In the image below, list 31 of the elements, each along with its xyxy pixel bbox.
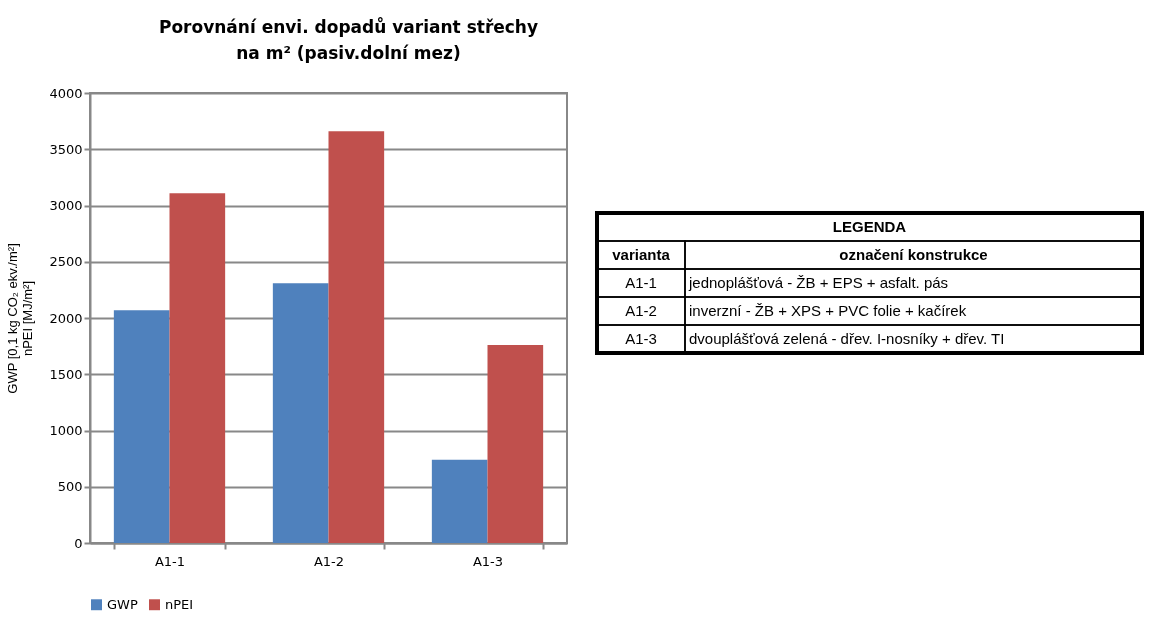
y-tick-label: 500 [57,479,83,495]
legend-label: GWP [107,596,138,612]
y-tick-label: 3500 [49,141,83,157]
y-tick-label: 1000 [49,423,83,438]
text: označení konstrukce [839,246,988,263]
text: jednoplášťová - ŽB + EPS + asfalt. pás [688,274,949,291]
bar [169,193,226,543]
text: varianta [612,246,671,263]
text: A1-1 [625,274,657,291]
bar [272,283,329,543]
x-tick-label: A1-1 [154,553,186,569]
text: A1-3 [625,330,657,347]
bar [487,345,544,543]
bar [328,131,385,543]
bar [113,310,170,543]
text: dvouplášťová zelená - dřev. I-nosníky + dřev. TI [689,330,1005,347]
y-tick-label: 4000 [49,85,83,101]
x-tick-label: A1-3 [472,553,504,569]
y-axis-title: GWP [0,1 kg CO₂ ekv./m²] nPEI [MJ/m²] [5,243,36,394]
y-tick-label: 0 [74,535,83,551]
bar [431,459,488,543]
text: inverzní - ŽB + XPS + PVC folie + kačírek [689,302,967,319]
text: LEGENDA [832,218,907,235]
y-tick-label: 3000 [49,198,83,213]
y-tick-label: 2000 [49,310,83,326]
legend-label: nPEI [165,596,194,612]
y-tick-label: 1500 [49,366,83,382]
chart-title: Porovnání envi. dopadů variant střechy na m² (pasiv.dolní mez) [158,16,539,63]
x-tick-label: A1-2 [313,553,345,569]
y-tick-label: 2500 [49,254,83,270]
text: A1-2 [625,302,657,319]
